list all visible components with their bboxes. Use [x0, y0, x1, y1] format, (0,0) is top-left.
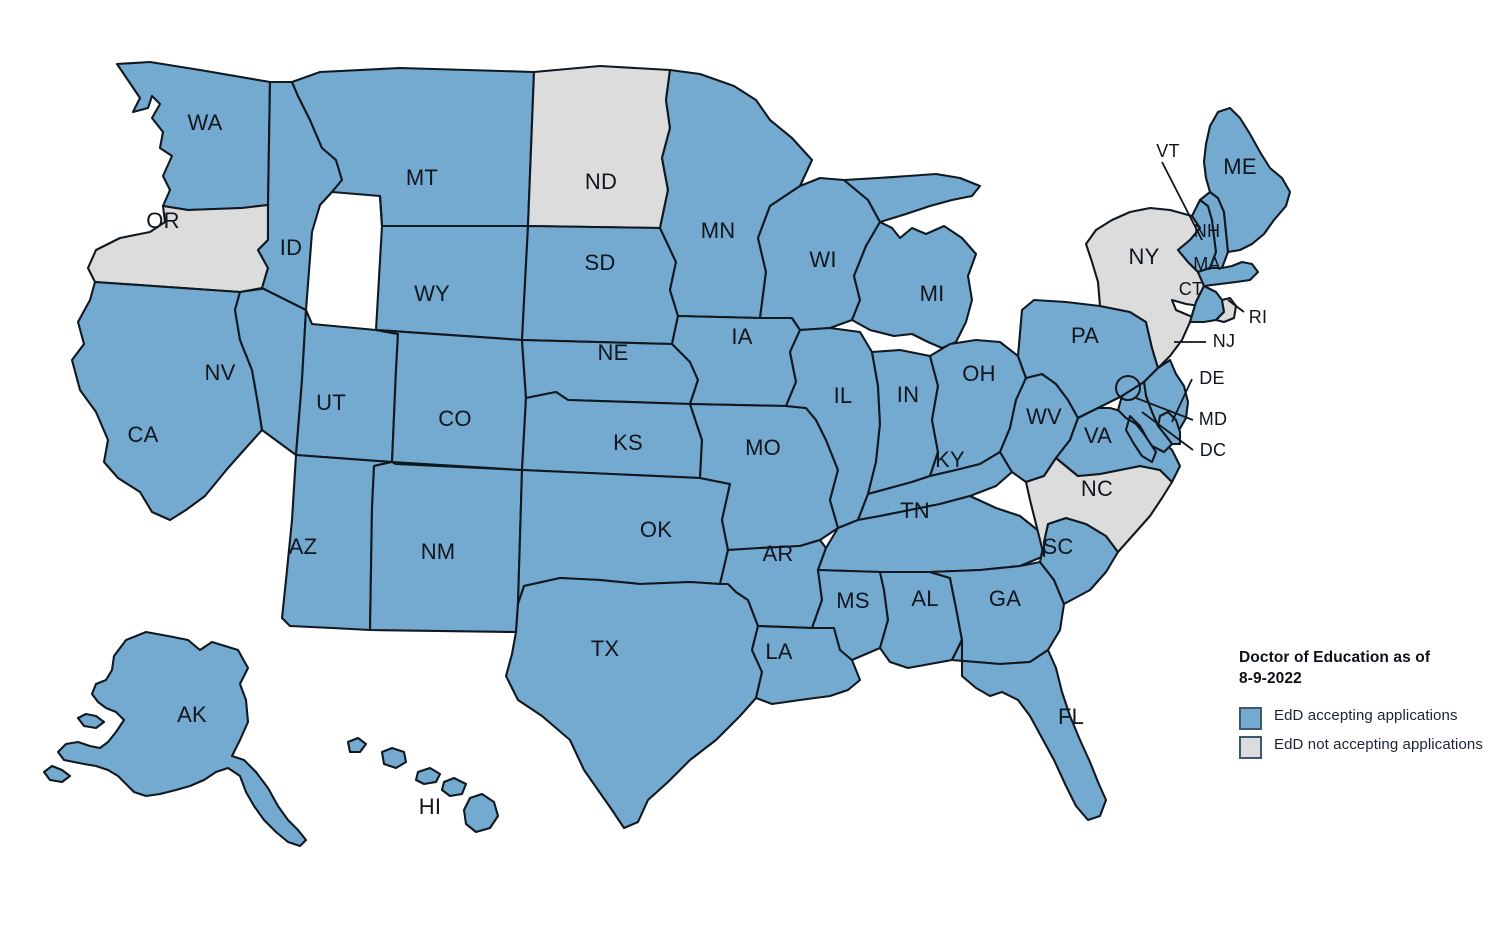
state-label-IA: IA	[731, 324, 752, 349]
state-label-AL: AL	[911, 586, 938, 611]
legend-swatch-not-accepting	[1239, 735, 1262, 759]
state-SD[interactable]	[520, 224, 680, 346]
leader-line-ri	[1227, 299, 1245, 313]
state-label-HI: HI	[419, 794, 441, 819]
legend-title: Doctor of Education as of 8-9-2022	[1239, 649, 1431, 687]
state-label-NC: NC	[1081, 476, 1113, 501]
state-label-MI: MI	[920, 281, 945, 306]
state-WA[interactable]	[115, 60, 272, 212]
state-label-WV: WV	[1026, 404, 1062, 429]
state-label-SD: SD	[585, 250, 616, 275]
state-label-ND: ND	[585, 169, 617, 194]
leader-line-md	[1135, 397, 1194, 421]
state-MI[interactable]	[842, 172, 982, 350]
state-label-GA: GA	[989, 586, 1021, 611]
state-label-AK: AK	[177, 702, 207, 727]
leader-line-de	[1171, 378, 1193, 423]
map-legend: Doctor of Education as of 8-9-2022 EdD a…	[1239, 648, 1489, 764]
state-KS[interactable]	[520, 390, 704, 480]
state-label-IL: IL	[834, 383, 853, 408]
state-label-NV: NV	[205, 360, 236, 385]
state-UT[interactable]	[294, 308, 400, 464]
state-label-NY: NY	[1129, 244, 1160, 269]
state-label-DC: DC	[1200, 440, 1226, 460]
state-label-FL: FL	[1058, 704, 1084, 729]
state-label-CT: CT	[1179, 279, 1203, 299]
state-MT[interactable]	[290, 66, 536, 228]
state-label-MO: MO	[745, 435, 781, 460]
state-CA[interactable]	[70, 280, 264, 522]
state-label-OH: OH	[962, 361, 995, 386]
state-label-LA: LA	[765, 639, 792, 664]
leader-line-dc	[1141, 411, 1194, 451]
state-label-OK: OK	[640, 517, 672, 542]
state-RI[interactable]	[1214, 296, 1238, 324]
state-label-MT: MT	[406, 165, 438, 190]
state-HI[interactable]	[346, 736, 500, 834]
state-label-KY: KY	[935, 447, 965, 472]
state-CO[interactable]	[374, 328, 528, 472]
state-label-AZ: AZ	[289, 534, 318, 559]
state-FL[interactable]	[950, 638, 1108, 822]
state-MA[interactable]	[1196, 260, 1260, 288]
state-ND[interactable]	[526, 64, 672, 230]
legend-item-accepting: EdD accepting applications	[1239, 706, 1489, 730]
leader-line-vt	[1161, 161, 1203, 241]
state-label-RI: RI	[1249, 307, 1267, 327]
state-TX[interactable]	[504, 576, 764, 830]
state-label-NM: NM	[421, 539, 456, 564]
state-label-NH: NH	[1194, 221, 1220, 241]
state-label-VA: VA	[1084, 423, 1112, 448]
state-label-NJ: NJ	[1213, 331, 1235, 351]
state-label-group: WA OR CA NV ID MT WY UT AZ NM CO ND SD NE KS OK TX MN IA MO…	[128, 110, 1267, 819]
state-label-MN: MN	[701, 218, 736, 243]
legend-swatch-accepting	[1239, 706, 1262, 730]
state-AK[interactable]	[42, 630, 308, 848]
state-label-TN: TN	[900, 498, 930, 523]
state-label-PA: PA	[1071, 323, 1099, 348]
state-label-MA: MA	[1193, 254, 1220, 274]
state-label-VT: VT	[1156, 141, 1179, 161]
state-label-TX: TX	[591, 636, 620, 661]
state-label-ID: ID	[280, 235, 302, 260]
state-label-WI: WI	[809, 247, 836, 272]
state-MD[interactable]	[1116, 380, 1174, 464]
state-label-SC: SC	[1043, 534, 1074, 559]
state-label-KS: KS	[613, 430, 643, 455]
state-label-CO: CO	[438, 406, 471, 431]
state-label-MS: MS	[836, 588, 869, 613]
state-label-MD: MD	[1199, 409, 1227, 429]
dc-marker-icon	[1115, 375, 1141, 401]
state-label-OR: OR	[146, 208, 179, 233]
state-label-ME: ME	[1223, 154, 1256, 179]
state-label-UT: UT	[316, 390, 346, 415]
state-label-NE: NE	[598, 340, 629, 365]
state-label-DE: DE	[1199, 368, 1224, 388]
legend-item-not-accepting: EdD not accepting applications	[1239, 735, 1489, 759]
state-ME[interactable]	[1202, 106, 1292, 254]
legend-label-not-accepting: EdD not accepting applications	[1274, 735, 1483, 753]
legend-label-accepting: EdD accepting applications	[1274, 706, 1458, 724]
state-label-WY: WY	[414, 281, 450, 306]
state-label-WA: WA	[187, 110, 222, 135]
state-label-IN: IN	[897, 382, 919, 407]
state-label-CA: CA	[128, 422, 159, 447]
state-label-AR: AR	[763, 541, 794, 566]
